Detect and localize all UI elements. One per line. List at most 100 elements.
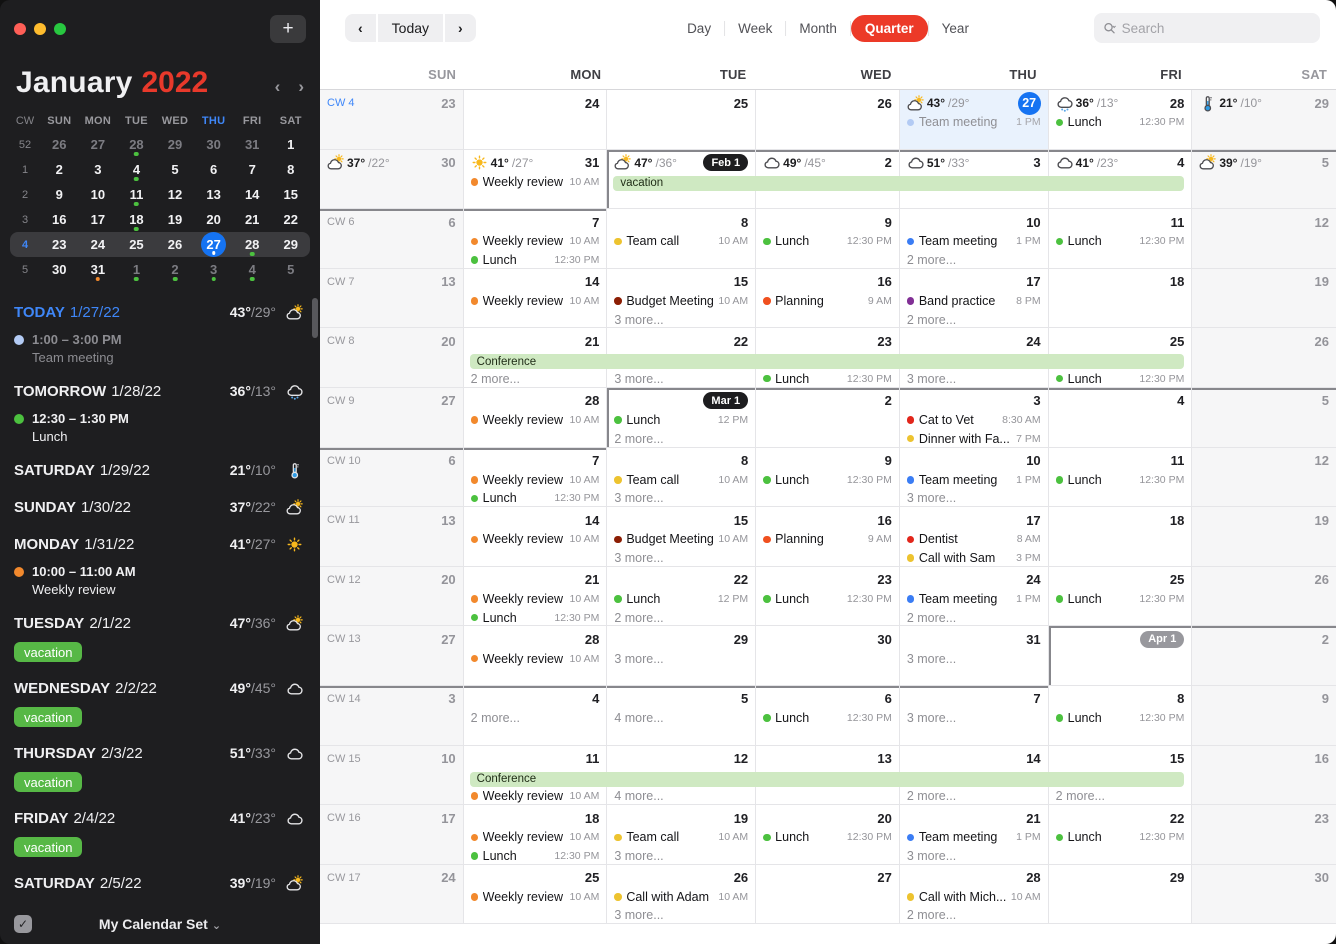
- mini-day[interactable]: 29: [283, 237, 298, 252]
- today-button[interactable]: Today: [375, 14, 443, 42]
- day-cell[interactable]: 30: [1192, 864, 1336, 925]
- day-cell[interactable]: 18: [1048, 268, 1193, 329]
- mini-day[interactable]: 30: [206, 137, 221, 152]
- day-cell[interactable]: CW 4 23: [320, 90, 464, 150]
- cell-event[interactable]: Weekly review 10 AM: [464, 173, 607, 192]
- cell-event[interactable]: Lunch 12:30 PM: [1049, 828, 1192, 847]
- mini-day[interactable]: 2: [156, 257, 195, 282]
- mini-day[interactable]: 16: [52, 212, 67, 227]
- mini-day[interactable]: 5: [287, 262, 295, 277]
- cell-event[interactable]: Call with Adam 10 AM: [607, 888, 755, 907]
- cell-event[interactable]: Band practice 8 PM: [900, 292, 1048, 311]
- day-cell[interactable]: 13: [756, 745, 900, 806]
- day-cell[interactable]: 28 Weekly review 10 AM: [463, 626, 608, 686]
- cell-event[interactable]: Team meeting 1 PM: [900, 828, 1048, 847]
- more-events-link[interactable]: 2 more...: [470, 371, 520, 386]
- view-tab-week[interactable]: Week: [738, 20, 773, 36]
- more-events-link[interactable]: 3 more...: [906, 491, 957, 506]
- add-event-button[interactable]: +: [270, 15, 306, 43]
- agenda-event[interactable]: 12:30 – 1:30 PM Lunch: [14, 411, 306, 444]
- all-day-banner[interactable]: [756, 771, 900, 787]
- day-cell[interactable]: CW 17 24: [320, 864, 464, 925]
- day-cell[interactable]: CW 9 27: [320, 387, 464, 448]
- day-cell[interactable]: 22 3 more...: [607, 328, 757, 388]
- all-day-banner[interactable]: [899, 175, 1049, 191]
- day-cell[interactable]: CW 12 20: [320, 566, 464, 627]
- day-cell[interactable]: 26: [756, 90, 900, 150]
- day-cell[interactable]: 11 Conference Weekly review 10 AM: [463, 745, 608, 806]
- all-day-banner[interactable]: [607, 354, 757, 370]
- day-cell[interactable]: 21 Weekly review 10 AM Lunch 12:30 PM: [463, 566, 608, 627]
- day-cell[interactable]: 19 Team call 10 AM 3 more...: [607, 805, 757, 865]
- more-events-link[interactable]: 2 more...: [614, 431, 664, 446]
- day-cell[interactable]: 17 Band practice 8 PM 2 more...: [899, 268, 1049, 329]
- day-cell[interactable]: 8 Team call 10 AM 3 more...: [607, 447, 757, 508]
- day-cell[interactable]: 39°/19° 5: [1192, 149, 1336, 210]
- minimize-window-button[interactable]: [34, 23, 46, 35]
- mini-day[interactable]: 10: [90, 187, 106, 202]
- mini-day[interactable]: 26: [167, 237, 183, 252]
- cell-event[interactable]: Lunch 12:30 PM: [464, 251, 607, 270]
- day-cell[interactable]: 26: [1192, 566, 1336, 627]
- day-cell[interactable]: CW 14 3: [320, 685, 464, 746]
- mini-day[interactable]: 15: [283, 187, 298, 202]
- day-cell[interactable]: 49°/45° 2: [756, 149, 900, 210]
- all-day-banner[interactable]: [1048, 175, 1185, 191]
- day-cell[interactable]: 15 Budget Meeting 10 AM 3 more...: [607, 268, 757, 329]
- day-cell[interactable]: 22 Lunch 12 PM 2 more...: [607, 566, 757, 627]
- day-cell[interactable]: 47°/36° Feb 1 vacation: [607, 149, 757, 210]
- cell-event[interactable]: Weekly review 10 AM: [464, 590, 607, 609]
- day-cell[interactable]: CW 10 6: [320, 447, 464, 508]
- day-cell[interactable]: 9: [1192, 685, 1336, 746]
- all-day-banner[interactable]: Conference: [469, 771, 608, 787]
- cell-event[interactable]: Lunch 12:30 PM: [464, 847, 607, 866]
- cell-event[interactable]: Team meeting 1 PM: [900, 232, 1048, 251]
- more-events-link[interactable]: 2 more...: [1055, 788, 1105, 803]
- view-tab-month[interactable]: Month: [799, 20, 837, 36]
- day-cell[interactable]: 23 Lunch 12:30 PM: [756, 328, 900, 388]
- all-day-banner[interactable]: [1048, 354, 1185, 370]
- mini-day[interactable]: 31: [79, 257, 118, 282]
- mini-day[interactable]: 21: [244, 212, 260, 227]
- day-cell[interactable]: 8 Team call 10 AM: [607, 209, 757, 269]
- day-cell[interactable]: 21 Team meeting 1 PM 3 more...: [899, 805, 1049, 865]
- all-day-banner[interactable]: [756, 354, 900, 370]
- cell-event[interactable]: Dinner with Fa... 7 PM: [900, 429, 1048, 448]
- day-cell[interactable]: 27: [756, 864, 900, 925]
- agenda-event[interactable]: 1:00 – 3:00 PM Team meeting: [14, 332, 306, 365]
- day-cell[interactable]: 29: [1048, 864, 1193, 925]
- mini-day[interactable]: 18: [117, 207, 156, 232]
- day-cell[interactable]: 21°/10° 29: [1192, 90, 1336, 150]
- more-events-link[interactable]: 2 more...: [906, 252, 957, 267]
- mini-day[interactable]: 5: [171, 162, 179, 177]
- mini-day[interactable]: 1: [287, 137, 295, 152]
- day-cell[interactable]: 16 Planning 9 AM: [756, 268, 900, 329]
- next-period-button[interactable]: ›: [443, 14, 476, 42]
- search-field[interactable]: [1094, 13, 1320, 43]
- agenda-list[interactable]: TODAY 1/27/22 43°/29° 1:00 – 3:00 PM Team me…: [0, 284, 320, 904]
- cell-event[interactable]: Planning 9 AM: [756, 530, 899, 549]
- more-events-link[interactable]: 4 more...: [614, 711, 664, 726]
- day-cell[interactable]: 24 3 more...: [899, 328, 1049, 388]
- day-cell[interactable]: 29 3 more...: [607, 626, 757, 686]
- cell-event[interactable]: Lunch 12:30 PM: [1049, 471, 1192, 490]
- day-cell[interactable]: 37°/22° 30: [320, 149, 464, 210]
- mini-next-month-icon[interactable]: ›: [298, 77, 304, 96]
- day-cell[interactable]: 10 Team meeting 1 PM 2 more...: [899, 209, 1049, 269]
- vacation-badge[interactable]: vacation: [14, 707, 83, 727]
- mini-day[interactable]: 27: [194, 232, 233, 257]
- day-cell[interactable]: CW 8 20: [320, 328, 464, 388]
- day-cell[interactable]: 36°/13° 28 Lunch 12:30 PM: [1048, 90, 1193, 150]
- more-events-link[interactable]: 3 more...: [614, 491, 664, 506]
- mini-day[interactable]: 11: [117, 182, 156, 207]
- cell-event[interactable]: Budget Meeting 10 AM: [607, 530, 755, 549]
- mini-day[interactable]: 7: [248, 162, 256, 177]
- day-cell[interactable]: 25 Weekly review 10 AM: [463, 864, 608, 925]
- day-cell[interactable]: 2: [1192, 626, 1336, 686]
- day-cell[interactable]: 30: [756, 626, 900, 686]
- more-events-link[interactable]: 3 more...: [614, 908, 664, 923]
- mini-day[interactable]: 17: [90, 212, 106, 227]
- cell-event[interactable]: Budget Meeting 10 AM: [607, 292, 755, 311]
- day-cell[interactable]: 15 Budget Meeting 10 AM 3 more...: [607, 507, 757, 567]
- all-day-banner[interactable]: [1048, 771, 1185, 787]
